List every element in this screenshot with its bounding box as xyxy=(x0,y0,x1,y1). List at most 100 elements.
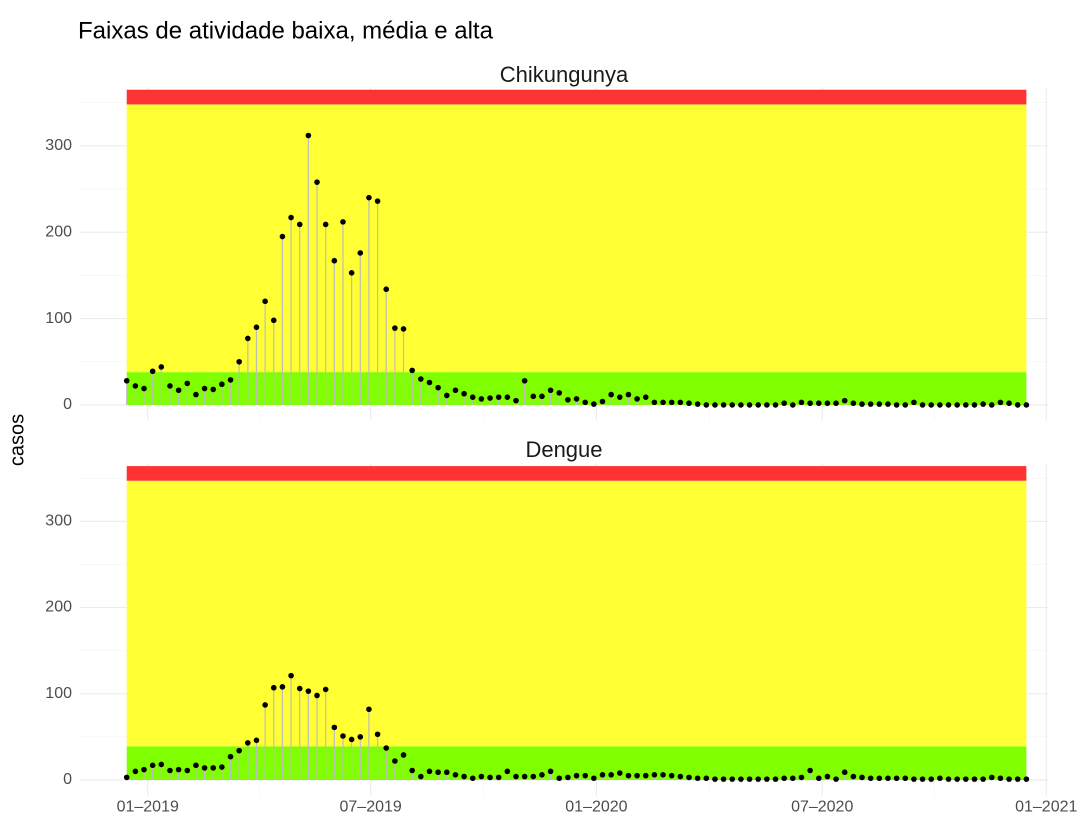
point xyxy=(625,772,632,779)
point xyxy=(945,776,952,782)
point xyxy=(738,776,744,782)
point xyxy=(1014,402,1021,408)
activity-band xyxy=(126,466,1027,481)
point xyxy=(911,776,917,782)
point xyxy=(798,399,805,406)
point xyxy=(928,402,935,408)
point xyxy=(772,402,779,408)
point xyxy=(530,773,537,780)
point xyxy=(296,221,303,228)
point xyxy=(703,402,710,408)
point xyxy=(288,672,294,679)
point xyxy=(141,385,147,392)
point xyxy=(850,773,857,780)
point xyxy=(616,770,623,776)
activity-band xyxy=(126,104,1027,373)
point xyxy=(245,335,251,342)
point xyxy=(539,772,545,778)
point xyxy=(210,386,217,393)
point xyxy=(599,398,606,405)
point xyxy=(565,774,571,781)
point xyxy=(435,769,441,776)
chart-title: Faixas de atividade baixa, média e alta xyxy=(78,17,494,44)
x-tick-label: 01–2021 xyxy=(1015,799,1077,816)
point xyxy=(504,768,511,775)
point xyxy=(478,396,485,402)
point xyxy=(625,391,632,398)
point xyxy=(660,399,666,406)
activity-band xyxy=(126,89,1027,105)
point xyxy=(919,402,926,408)
point xyxy=(245,740,251,746)
point xyxy=(556,390,563,396)
x-tick-label: 07–2019 xyxy=(340,799,402,816)
point xyxy=(149,762,156,769)
point xyxy=(279,684,286,690)
point xyxy=(677,399,684,406)
point xyxy=(790,402,796,408)
y-axis-label: casos xyxy=(6,414,28,466)
point xyxy=(392,325,398,331)
point xyxy=(945,402,952,408)
point xyxy=(599,772,606,778)
point xyxy=(876,401,883,407)
point xyxy=(573,396,580,402)
point xyxy=(400,752,407,758)
point xyxy=(971,402,978,408)
point xyxy=(262,702,268,708)
point xyxy=(201,765,208,771)
point xyxy=(495,774,502,781)
point xyxy=(227,377,234,383)
point xyxy=(954,776,960,782)
point xyxy=(824,400,831,407)
point xyxy=(322,686,329,693)
point xyxy=(167,383,173,389)
y-tick-label: 100 xyxy=(45,310,72,327)
y-tick-label: 100 xyxy=(45,685,72,702)
point xyxy=(314,692,320,699)
point xyxy=(988,402,995,408)
point xyxy=(305,132,312,139)
point xyxy=(781,400,787,407)
point xyxy=(746,402,753,408)
point xyxy=(487,395,493,401)
y-tick-label: 200 xyxy=(45,599,72,616)
point xyxy=(642,394,649,400)
point xyxy=(833,400,839,407)
point xyxy=(608,391,614,398)
point xyxy=(885,775,891,782)
point xyxy=(521,377,528,384)
point xyxy=(841,769,848,776)
point xyxy=(885,401,891,407)
point xyxy=(660,772,666,778)
point xyxy=(677,773,684,780)
point xyxy=(392,758,398,764)
point xyxy=(642,772,649,779)
point xyxy=(547,387,554,394)
point xyxy=(668,772,675,779)
point xyxy=(158,761,165,768)
point xyxy=(504,394,511,400)
point xyxy=(184,767,191,774)
point xyxy=(435,384,441,391)
point xyxy=(305,688,312,694)
point xyxy=(651,399,658,406)
point xyxy=(270,684,277,691)
point xyxy=(815,400,822,407)
point xyxy=(452,387,459,394)
point xyxy=(123,377,130,384)
point xyxy=(262,298,268,305)
point xyxy=(149,368,156,375)
point xyxy=(937,402,943,408)
point xyxy=(374,198,381,204)
point xyxy=(193,762,199,769)
y-tick-label: 200 xyxy=(45,223,72,240)
point xyxy=(418,376,424,382)
point xyxy=(547,768,554,775)
point xyxy=(556,775,563,782)
point xyxy=(521,773,528,780)
point xyxy=(478,773,485,780)
point xyxy=(867,401,874,407)
point xyxy=(452,772,459,778)
point xyxy=(893,402,900,408)
